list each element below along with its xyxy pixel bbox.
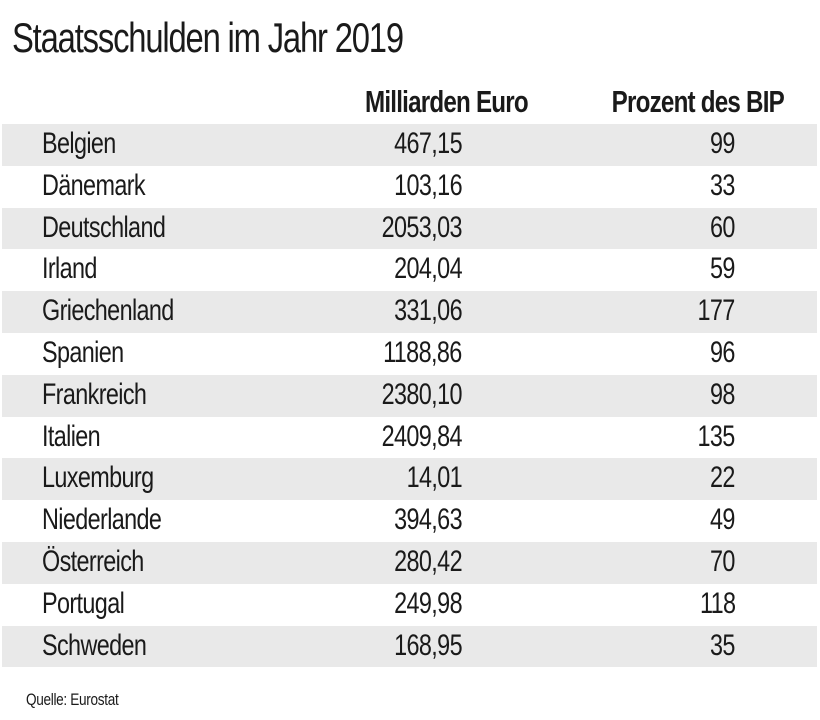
bip-percent-cell: 59: [710, 252, 735, 286]
table-header: Milliarden Euro Prozent des BIP: [0, 84, 820, 122]
data-table: Belgien 467,15 99 Dänemark 103,16 33 Deutschla…: [0, 124, 820, 668]
euro-value-cell: 2409,84: [381, 419, 463, 453]
bip-percent-cell: 60: [710, 210, 735, 244]
bip-percent-cell: 177: [697, 294, 736, 328]
country-cell: Dänemark: [42, 168, 146, 202]
country-cell: Irland: [42, 252, 97, 286]
country-cell: Portugal: [42, 586, 125, 620]
table-row: Deutschland 2053,03 60: [2, 207, 817, 250]
table-row: Belgien 467,15 99: [2, 124, 817, 166]
country-cell: Italien: [42, 419, 101, 453]
bip-percent-cell: 118: [699, 586, 736, 620]
bip-percent-cell: 22: [710, 461, 735, 495]
country-cell: Niederlande: [42, 503, 162, 537]
country-cell: Griechenland: [42, 294, 174, 328]
euro-value-cell: 249,98: [394, 586, 462, 620]
table-row: Portugal 249,98 118: [2, 584, 817, 626]
bip-percent-cell: 70: [710, 544, 735, 578]
table-row: Österreich 280,42 70: [2, 541, 817, 584]
bip-percent-cell: 135: [697, 419, 736, 453]
euro-value-cell: 2380,10: [381, 377, 463, 411]
euro-value-cell: 394,63: [394, 503, 462, 537]
euro-value-cell: 168,95: [394, 628, 462, 662]
bip-percent-cell: 99: [710, 127, 735, 160]
euro-value-cell: 467,15: [394, 127, 462, 160]
bip-percent-cell: 35: [710, 628, 735, 662]
bip-percent-cell: 49: [710, 503, 735, 537]
euro-value-cell: 204,04: [394, 252, 462, 286]
country-cell: Deutschland: [42, 210, 166, 244]
euro-value-cell: 2053,03: [381, 210, 463, 244]
table-row: Luxemburg 14,01 22: [2, 458, 817, 501]
euro-value-cell: 103,16: [394, 168, 462, 202]
column-header-bip: Prozent des BIP: [611, 84, 785, 119]
table-row: Spanien 1188,86 96: [2, 333, 817, 375]
column-header-euro: Milliarden Euro: [365, 84, 529, 119]
table-row: Frankreich 2380,10 98: [2, 374, 817, 417]
table-row: Niederlande 394,63 49: [2, 500, 817, 542]
table-row: Schweden 168,95 35: [2, 625, 817, 668]
chart-title: Staatsschulden im Jahr 2019: [12, 14, 404, 61]
country-cell: Schweden: [42, 628, 147, 662]
euro-value-cell: 14,01: [406, 461, 463, 495]
country-cell: Luxemburg: [42, 461, 154, 495]
euro-value-cell: 1188,86: [383, 335, 463, 369]
table-row: Irland 204,04 59: [2, 249, 817, 291]
bip-percent-cell: 98: [710, 377, 735, 411]
table-row: Italien 2409,84 135: [2, 417, 817, 459]
bip-percent-cell: 96: [710, 335, 735, 369]
bip-percent-cell: 33: [710, 168, 735, 202]
table-row: Dänemark 103,16 33: [2, 166, 817, 208]
country-cell: Österreich: [42, 544, 144, 578]
source-note: Quelle: Eurostat: [26, 690, 119, 709]
country-cell: Spanien: [42, 335, 124, 369]
country-cell: Belgien: [42, 127, 116, 160]
euro-value-cell: 280,42: [394, 544, 462, 578]
euro-value-cell: 331,06: [394, 294, 462, 328]
country-cell: Frankreich: [42, 377, 147, 411]
table-row: Griechenland 331,06 177: [2, 291, 817, 333]
